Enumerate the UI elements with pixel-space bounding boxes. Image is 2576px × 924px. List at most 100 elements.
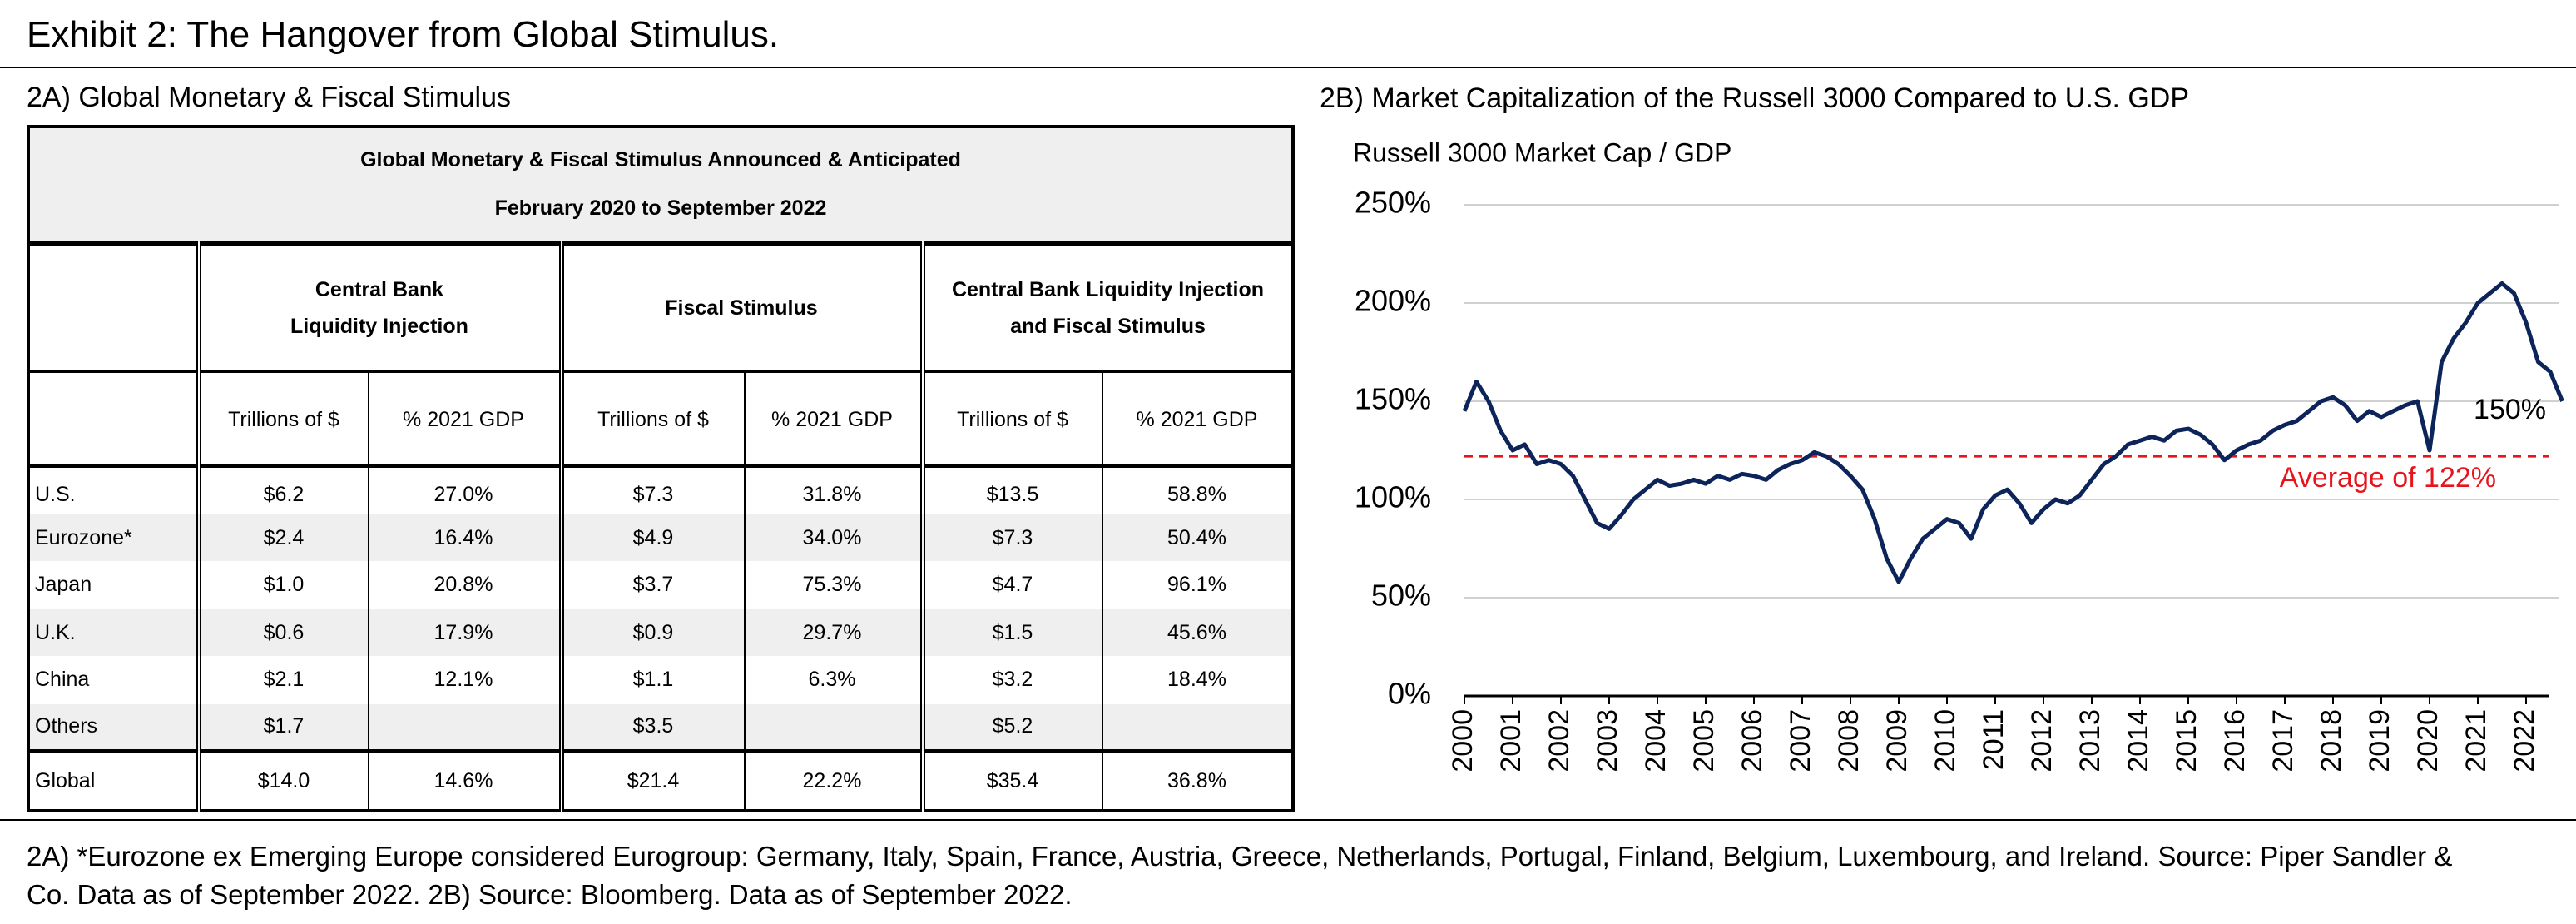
x-tick-label: 2012 xyxy=(2026,709,2058,772)
x-tick-label: 2005 xyxy=(1688,709,1720,772)
row-label: Eurozone* xyxy=(27,514,199,561)
y-tick-label: 50% xyxy=(1371,579,1431,613)
cell: 12.1% xyxy=(367,656,562,703)
x-tick-label: 2017 xyxy=(2267,709,2299,772)
cell: 45.6% xyxy=(1101,609,1294,656)
cell: $0.9 xyxy=(558,609,745,656)
x-tick-label: 2019 xyxy=(2364,709,2395,772)
x-tick-label: 2013 xyxy=(2074,709,2106,772)
row-label: Global xyxy=(27,751,199,811)
cell: 16.4% xyxy=(367,514,562,561)
cell: 17.9% xyxy=(367,609,562,656)
cell: $7.3 xyxy=(919,514,1102,561)
x-tick-label: 2006 xyxy=(1736,709,1768,772)
x-tick-label: 2016 xyxy=(2219,709,2251,772)
group-row: Central Bank Liquidity Injection Fiscal St… xyxy=(27,241,1294,373)
average-label: Average of 122% xyxy=(2280,462,2496,494)
title-row: Global Monetary & Fiscal Stimulus Announ… xyxy=(27,125,1295,245)
table-title-line: February 2020 to September 2022 xyxy=(494,196,827,220)
subheader: % 2021 GDP xyxy=(743,371,923,468)
group-header: Fiscal Stimulus xyxy=(558,241,923,373)
chart: 2B) Market Capitalization of the Russell… xyxy=(1320,82,2564,772)
data-row: China $2.1 12.1% $1.1 6.3% $3.2 18.4% xyxy=(27,656,1294,703)
row-label: U.K. xyxy=(27,609,199,656)
cell: $21.4 xyxy=(558,751,745,811)
line-series xyxy=(1462,281,2564,584)
cell: $1.1 xyxy=(558,656,745,703)
group-header-line: and Fiscal Stimulus xyxy=(1010,314,1206,338)
cell: 75.3% xyxy=(743,561,923,609)
cell: $4.9 xyxy=(558,514,745,561)
x-tick-label: 2001 xyxy=(1495,709,1527,772)
x-tick-label: 2015 xyxy=(2171,709,2202,772)
subheader: % 2021 GDP xyxy=(367,371,562,468)
cell: $2.4 xyxy=(196,514,369,561)
cell: $4.7 xyxy=(919,561,1102,609)
cell xyxy=(367,703,562,751)
row-label: Japan xyxy=(27,561,199,609)
cell xyxy=(1101,703,1294,751)
cell: 6.3% xyxy=(743,656,923,703)
data-row: Japan $1.0 20.8% $3.7 75.3% $4.7 96.1% xyxy=(27,561,1294,609)
y-tick-label: 250% xyxy=(1355,186,1431,220)
cell: $2.1 xyxy=(196,656,369,703)
cell: $3.5 xyxy=(558,703,745,751)
x-tick-label: 2004 xyxy=(1640,709,1672,772)
y-tick-label: 150% xyxy=(1355,382,1431,416)
x-tick-label: 2003 xyxy=(1592,709,1623,772)
cell xyxy=(743,703,923,751)
cell: 50.4% xyxy=(1101,514,1294,561)
cell: 29.7% xyxy=(743,609,923,656)
x-tick-label: 2011 xyxy=(1978,709,2009,770)
cell: $7.3 xyxy=(558,466,745,514)
group-header: Central Bank Liquidity Injection and Fisc… xyxy=(919,241,1294,373)
subheader: Trillions of $ xyxy=(196,371,369,468)
y-tick-label: 0% xyxy=(1388,677,1431,711)
row-label: China xyxy=(27,656,199,703)
cell: $1.0 xyxy=(196,561,369,609)
x-tick-label: 2022 xyxy=(2509,709,2540,772)
cell: 18.4% xyxy=(1101,656,1294,703)
data-row: Others $1.7 $3.5 $5.2 xyxy=(27,703,1294,751)
data-row: U.S. $6.2 27.0% $7.3 31.8% $13.5 58.8% xyxy=(27,466,1294,514)
cell: 96.1% xyxy=(1101,561,1294,609)
x-tick-label: 2018 xyxy=(2316,709,2347,772)
cell: 27.0% xyxy=(367,466,562,514)
group-header-line: Liquidity Injection xyxy=(290,314,468,338)
cell: $5.2 xyxy=(919,703,1102,751)
cell: $3.7 xyxy=(558,561,745,609)
x-tick-label: 2000 xyxy=(1447,709,1479,772)
table-caption: 2A) Global Monetary & Fiscal Stimulus xyxy=(27,82,511,113)
cell: $13.5 xyxy=(919,466,1102,514)
stimulus-table: Global Monetary & Fiscal Stimulus Announ… xyxy=(27,125,1295,812)
cell: $0.6 xyxy=(196,609,369,656)
cell: $35.4 xyxy=(919,751,1102,811)
group-header-line: Central Bank xyxy=(315,277,444,301)
cell: $14.0 xyxy=(196,751,369,811)
cell: 22.2% xyxy=(743,751,923,811)
rule xyxy=(0,819,2576,821)
cell: 31.8% xyxy=(743,466,923,514)
footnote: 2A) *Eurozone ex Emerging Europe conside… xyxy=(27,842,2453,872)
x-tick-label: 2020 xyxy=(2412,709,2444,772)
cell: $6.2 xyxy=(196,466,369,514)
table-title: Global Monetary & Fiscal Stimulus Announ… xyxy=(27,125,1295,245)
y-tick-label: 100% xyxy=(1355,480,1431,514)
subheader: % 2021 GDP xyxy=(1101,371,1294,468)
cell: $1.7 xyxy=(196,703,369,751)
table-title-line: Global Monetary & Fiscal Stimulus Announ… xyxy=(360,147,961,171)
total-row: Global $14.0 14.6% $21.4 22.2% $35.4 36.8% xyxy=(27,751,1294,811)
cell: 58.8% xyxy=(1101,466,1294,514)
row-label: U.S. xyxy=(27,466,199,514)
chart-title: 2B) Market Capitalization of the Russell… xyxy=(1320,82,2189,114)
x-tick-label: 2008 xyxy=(1833,709,1865,772)
subheader-row: Trillions of $% 2021 GDP Trillions of $% … xyxy=(27,371,1294,468)
exhibit-title: Exhibit 2: The Hangover from Global Stim… xyxy=(27,13,780,55)
y-tick-label: 200% xyxy=(1355,284,1431,318)
data-row: U.K. $0.6 17.9% $0.9 29.7% $1.5 45.6% xyxy=(27,609,1294,656)
group-header-line: Central Bank Liquidity Injection xyxy=(951,277,1265,301)
x-tick-label: 2007 xyxy=(1785,709,1816,772)
x-tick-label: 2002 xyxy=(1543,709,1575,772)
